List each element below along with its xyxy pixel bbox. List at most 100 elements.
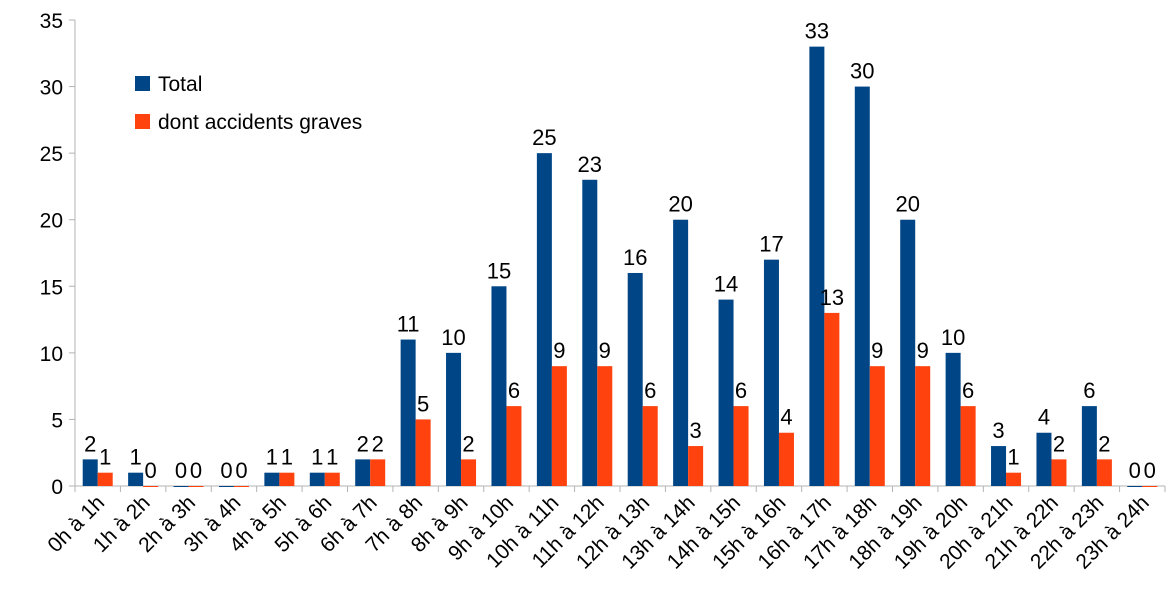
- data-label: 14: [714, 272, 738, 297]
- bar: [233, 486, 249, 487]
- data-label: 0: [1129, 458, 1141, 483]
- bar: [688, 446, 704, 486]
- bar: [400, 339, 416, 486]
- data-label: 30: [850, 59, 874, 84]
- bar: [536, 153, 552, 486]
- data-label: 0: [1144, 458, 1156, 483]
- bar: [415, 419, 431, 486]
- data-label: 6: [735, 378, 747, 403]
- bar: [809, 46, 825, 486]
- bar: [355, 459, 371, 486]
- legend-label: dont accidents graves: [158, 111, 362, 134]
- bar: [642, 406, 658, 486]
- bar: [824, 312, 840, 486]
- data-label: 1: [326, 445, 338, 470]
- data-label: 16: [623, 245, 647, 270]
- data-label: 9: [917, 338, 929, 363]
- y-tick-label: 15: [40, 276, 63, 299]
- bar: [991, 446, 1007, 486]
- bar: [1051, 459, 1067, 486]
- data-label: 5: [417, 391, 429, 416]
- bar: [97, 472, 113, 486]
- bar: [1006, 472, 1022, 486]
- bar: [960, 406, 976, 486]
- bar: [945, 352, 961, 486]
- data-label: 2: [1098, 431, 1110, 456]
- bar: [900, 219, 916, 486]
- bar: [597, 366, 613, 486]
- data-label: 1: [281, 445, 293, 470]
- data-label: 0: [190, 458, 202, 483]
- data-label: 17: [759, 232, 783, 257]
- y-tick-label: 10: [40, 343, 63, 366]
- y-tick-label: 20: [40, 210, 63, 233]
- data-label: 20: [668, 192, 692, 217]
- data-label: 2: [462, 431, 474, 456]
- bar: [370, 459, 386, 486]
- bar: [1081, 406, 1097, 486]
- data-label: 1: [266, 445, 278, 470]
- bar: [506, 406, 522, 486]
- bar: [869, 366, 885, 486]
- data-label: 25: [532, 125, 556, 150]
- data-label: 6: [962, 378, 974, 403]
- data-label: 20: [895, 192, 919, 217]
- bar: [143, 486, 159, 487]
- data-label: 3: [992, 418, 1004, 443]
- bar: [763, 259, 779, 486]
- bar: [1142, 486, 1158, 487]
- data-label: 0: [175, 458, 187, 483]
- data-label: 23: [578, 152, 602, 177]
- bar: [218, 486, 234, 487]
- data-label: 2: [84, 431, 96, 456]
- data-label: 0: [145, 458, 157, 483]
- y-tick-label: 30: [40, 77, 63, 100]
- bar: [491, 286, 507, 486]
- bar: [915, 366, 931, 486]
- data-label: 1: [130, 445, 142, 470]
- bar: [778, 432, 794, 486]
- bar: [1127, 486, 1143, 487]
- bar: [279, 472, 295, 486]
- legend-swatch: [135, 76, 150, 91]
- bar: [733, 406, 749, 486]
- data-label: 3: [690, 418, 702, 443]
- bar: [551, 366, 567, 486]
- bar: [1096, 459, 1112, 486]
- bar: [673, 219, 689, 486]
- data-label: 0: [220, 458, 232, 483]
- bar: [446, 352, 462, 486]
- legend-label: Total: [158, 73, 202, 96]
- legend-swatch: [135, 114, 150, 129]
- bar: [324, 472, 340, 486]
- y-tick-label: 0: [51, 476, 63, 499]
- data-label: 4: [1038, 405, 1050, 430]
- data-label: 1: [99, 445, 111, 470]
- bar: [627, 272, 643, 486]
- bar: [1036, 432, 1052, 486]
- data-label: 1: [311, 445, 323, 470]
- data-label: 0: [235, 458, 247, 483]
- bar: [173, 486, 189, 487]
- data-label: 13: [820, 285, 844, 310]
- data-label: 10: [941, 325, 965, 350]
- bar: [309, 472, 325, 486]
- data-label: 2: [1053, 431, 1065, 456]
- y-tick-label: 35: [40, 10, 63, 33]
- data-label: 6: [1083, 378, 1095, 403]
- data-label: 33: [805, 19, 829, 44]
- bar: [718, 299, 734, 486]
- data-label: 9: [599, 338, 611, 363]
- data-label: 9: [871, 338, 883, 363]
- data-label: 4: [780, 405, 792, 430]
- data-label: 2: [357, 431, 369, 456]
- bar: [128, 472, 144, 486]
- bar: [188, 486, 204, 487]
- y-tick-label: 25: [40, 143, 63, 166]
- bar: [854, 86, 870, 487]
- data-label: 10: [441, 325, 465, 350]
- data-label: 11: [397, 312, 420, 337]
- bar: [582, 179, 598, 486]
- data-label: 9: [553, 338, 565, 363]
